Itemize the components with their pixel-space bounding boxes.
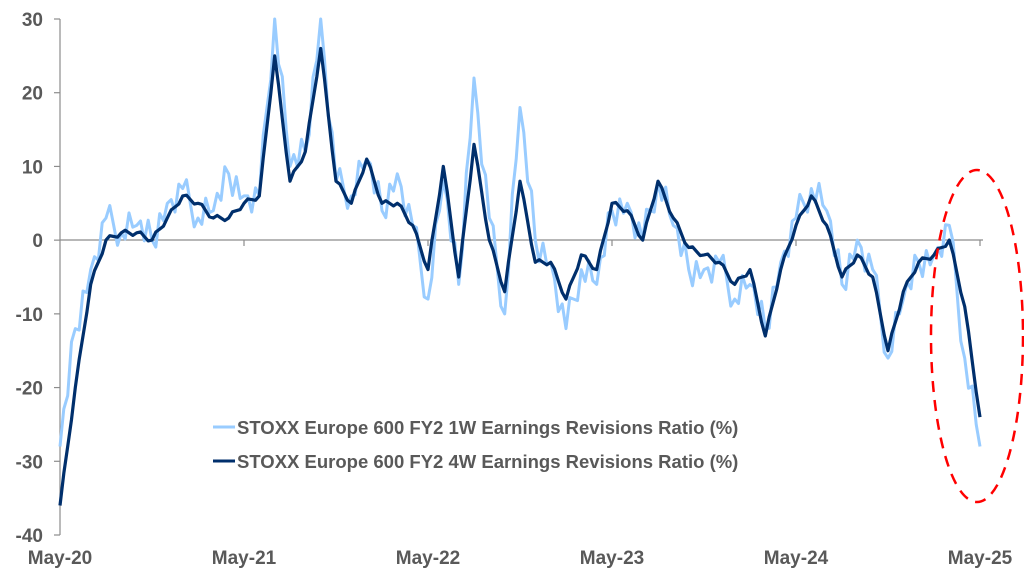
x-tick-label: May-20 <box>28 548 92 569</box>
x-tick-label: May-24 <box>764 548 829 569</box>
y-tick-label: 20 <box>22 84 43 105</box>
y-tick-label: 0 <box>32 231 43 252</box>
x-tick-label: May-23 <box>580 548 644 569</box>
y-tick-label: 30 <box>22 10 43 31</box>
x-tick-label: May-22 <box>396 548 460 569</box>
series-1w <box>58 17 982 447</box>
line-1w <box>58 17 982 447</box>
series-group <box>58 17 982 506</box>
series-4w <box>58 46 982 506</box>
legend-item-1w: STOXX Europe 600 FY2 1W Earnings Revisio… <box>213 417 738 438</box>
legend-label-4w: STOXX Europe 600 FY2 4W Earnings Revisio… <box>237 451 738 472</box>
x-tick-label: May-21 <box>212 548 277 569</box>
legend: STOXX Europe 600 FY2 1W Earnings Revisio… <box>213 417 738 472</box>
highlight-ellipse <box>929 168 1024 504</box>
legend-label-1w: STOXX Europe 600 FY2 1W Earnings Revisio… <box>237 417 738 438</box>
y-tick-label: -30 <box>16 452 43 473</box>
y-tick-label: 10 <box>22 157 43 178</box>
x-tick-label: May-25 <box>948 548 1013 569</box>
y-ticks: 30 20 10 0 -10 -20 -30 -40 <box>16 10 60 547</box>
legend-item-4w: STOXX Europe 600 FY2 4W Earnings Revisio… <box>213 451 738 472</box>
y-tick-label: -40 <box>16 526 43 547</box>
y-tick-label: -10 <box>16 305 43 326</box>
x-ticks: May-20 May-21 May-22 May-23 May-24 May-25 <box>28 240 1013 569</box>
y-tick-label: -20 <box>16 379 43 400</box>
line-4w <box>58 46 982 506</box>
